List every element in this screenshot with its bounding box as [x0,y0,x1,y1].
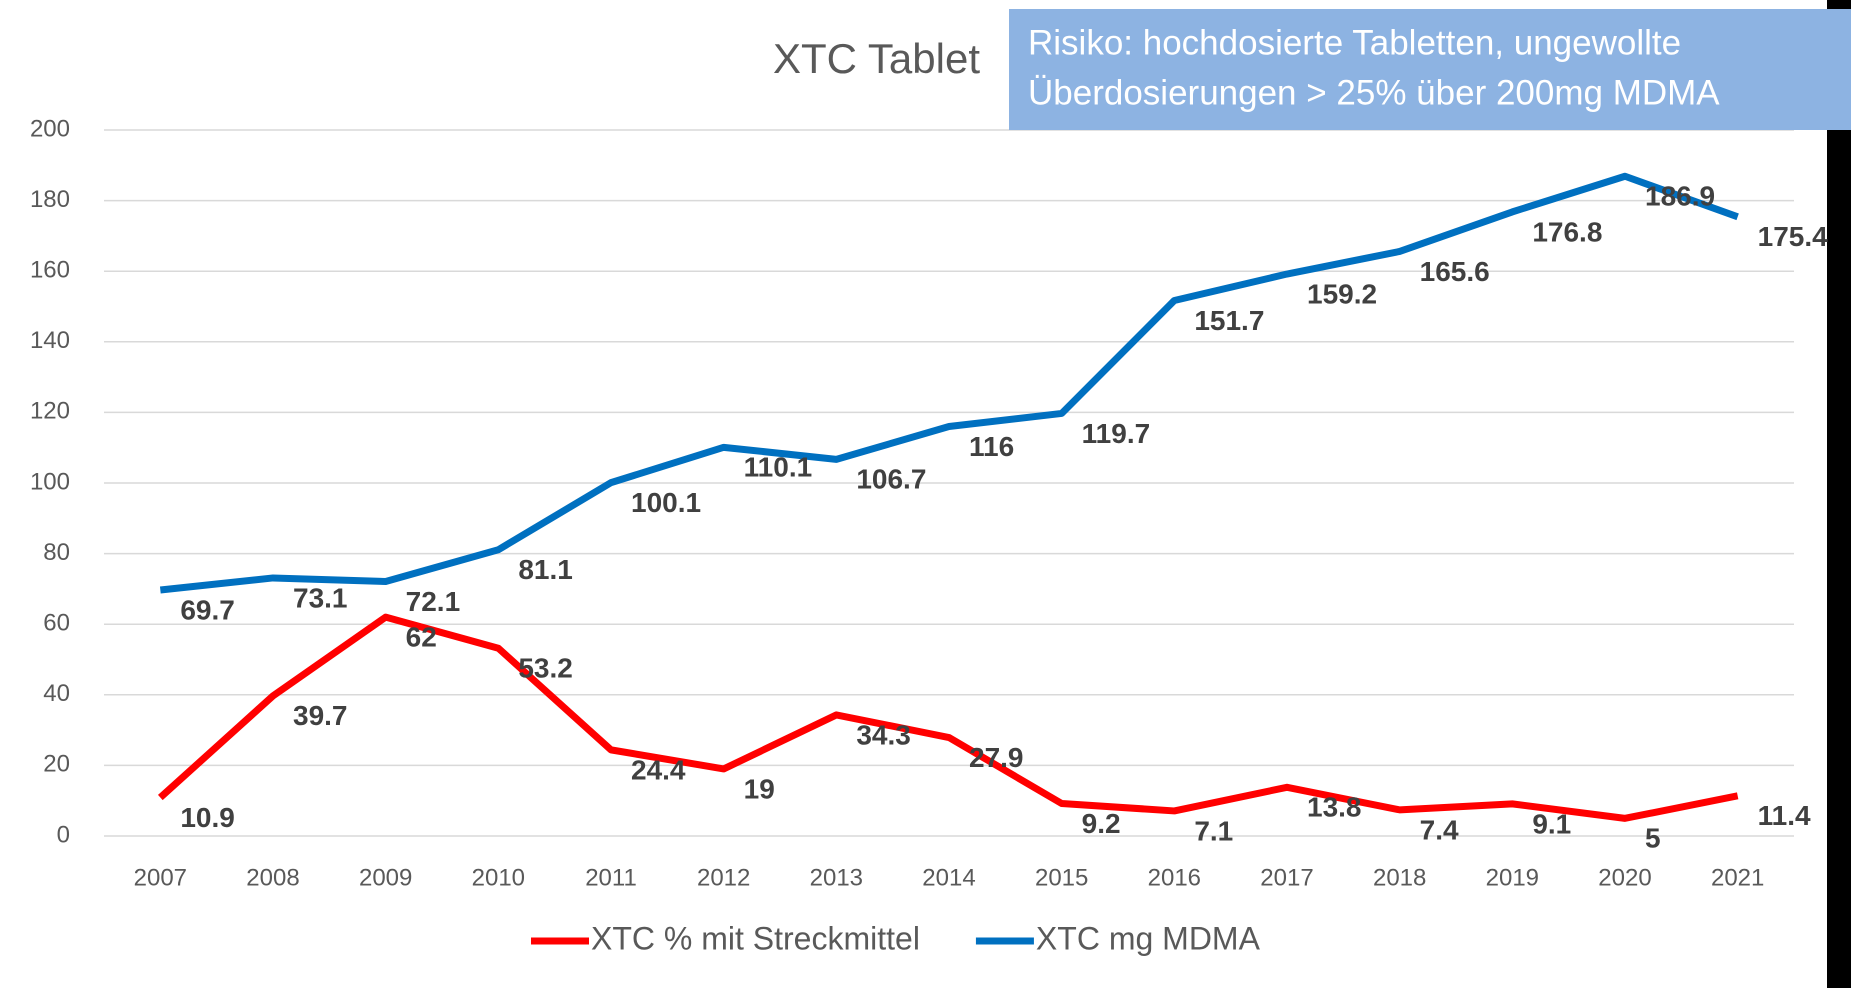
x-tick-label: 2012 [697,864,750,891]
data-label: 27.9 [969,742,1024,773]
data-label: 72.1 [406,586,461,617]
y-tick-label: 200 [30,115,70,142]
x-tick-label: 2015 [1035,864,1088,891]
data-label: 106.7 [856,464,926,495]
data-label: 10.9 [180,802,235,833]
y-tick-label: 20 [43,751,70,778]
y-tick-label: 180 [30,186,70,213]
x-tick-label: 2009 [359,864,412,891]
y-tick-label: 0 [57,821,70,848]
data-label: 9.1 [1532,808,1571,839]
data-label: 186.9 [1645,181,1715,212]
data-label: 39.7 [293,700,348,731]
y-tick-label: 160 [30,257,70,284]
x-tick-label: 2010 [472,864,525,891]
data-label: 7.1 [1194,815,1233,846]
data-label: 7.4 [1420,814,1459,845]
data-label: 100.1 [631,487,701,518]
legend-label: XTC mg MDMA [1036,920,1261,956]
x-tick-label: 2021 [1711,864,1764,891]
x-tick-label: 2013 [810,864,863,891]
annotation-line: Risiko: hochdosierte Tabletten, ungewoll… [1028,23,1681,62]
y-tick-label: 60 [43,610,70,637]
annotation-line: Überdosierungen > 25% über 200mg MDMA [1028,73,1720,112]
chart-title: XTC Tablet [773,35,980,82]
x-tick-label: 2016 [1148,864,1201,891]
data-label: 9.2 [1082,808,1121,839]
x-tick-label: 2014 [922,864,975,891]
data-label: 62 [406,622,437,653]
data-label: 175.4 [1758,221,1828,252]
data-label: 81.1 [518,554,573,585]
x-tick-label: 2019 [1486,864,1539,891]
annotation-box [1009,9,1851,130]
data-label: 159.2 [1307,278,1377,309]
data-label: 69.7 [180,594,235,625]
data-label: 110.1 [744,452,813,483]
data-label: 119.7 [1082,418,1151,449]
x-tick-label: 2017 [1260,864,1313,891]
series-line [159,172,1739,594]
data-label: 151.7 [1194,305,1264,336]
y-tick-label: 40 [43,680,70,707]
data-label: 176.8 [1532,216,1602,247]
data-label: 165.6 [1420,256,1490,287]
data-label: 19 [744,773,775,804]
x-tick-label: 2020 [1598,864,1651,891]
data-label: 116 [969,431,1014,462]
series-line [157,613,1739,822]
y-tick-label: 80 [43,539,70,566]
data-label: 5 [1645,823,1661,854]
data-label: 53.2 [518,653,573,684]
data-label: 73.1 [293,582,348,613]
x-tick-label: 2008 [246,864,299,891]
x-tick-label: 2018 [1373,864,1426,891]
data-label: 34.3 [856,719,911,750]
plot: 0 20 40 60 80 100 120 140 160 180 200 2007 2008 2009 2… [30,115,1828,956]
x-tick-label: 2011 [585,864,637,891]
data-label: 24.4 [631,754,686,785]
x-tick-label: 2007 [134,864,187,891]
y-tick-label: 100 [30,468,70,495]
y-tick-label: 120 [30,398,70,425]
y-tick-label: 140 [30,327,70,354]
data-label: 11.4 [1758,800,1811,831]
data-label: 13.8 [1307,792,1362,823]
legend-label: XTC % mit Streckmittel [591,920,920,956]
